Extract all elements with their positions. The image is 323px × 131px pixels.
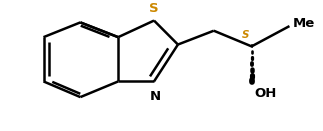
Text: S: S (242, 30, 249, 40)
Text: N: N (150, 90, 161, 103)
Text: OH: OH (255, 88, 277, 100)
Text: Me: Me (293, 17, 315, 30)
Text: S: S (149, 2, 159, 15)
